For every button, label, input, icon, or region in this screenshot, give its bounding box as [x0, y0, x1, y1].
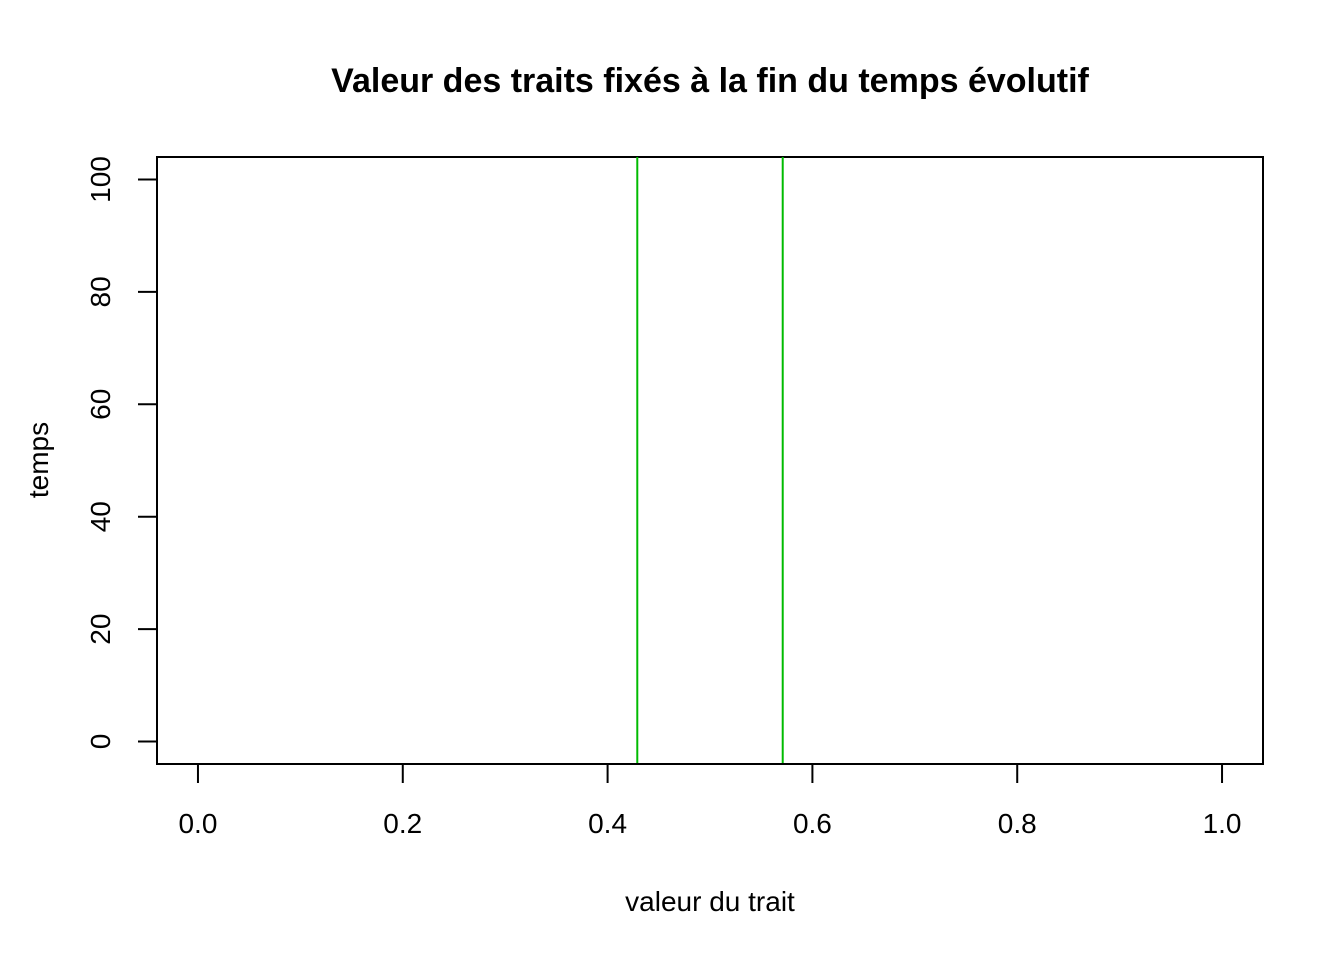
x-tick-label: 1.0	[1203, 808, 1242, 839]
chart-title: Valeur des traits fixés à la fin du temp…	[331, 62, 1089, 100]
x-tick-label: 0.4	[588, 808, 627, 839]
y-tick-label: 0	[85, 734, 116, 750]
y-axis: 0 20 40 60 80 100	[85, 156, 158, 750]
plot-area	[156, 156, 1264, 765]
x-axis-label: valeur du trait	[625, 886, 795, 917]
x-tick-label: 0.8	[998, 808, 1037, 839]
series-layer	[636, 157, 784, 764]
y-tick-label: 40	[85, 501, 116, 532]
y-tick-label: 60	[85, 389, 116, 420]
y-axis-label: temps	[23, 422, 54, 498]
y-tick-label: 20	[85, 614, 116, 645]
y-tick-label: 100	[85, 156, 116, 203]
x-tick-label: 0.2	[383, 808, 422, 839]
x-tick-label: 0.0	[178, 808, 217, 839]
y-tick-label: 80	[85, 276, 116, 307]
x-tick-label: 0.6	[793, 808, 832, 839]
x-axis: 0.0 0.2 0.4 0.6 0.8 1.0	[178, 763, 1242, 839]
